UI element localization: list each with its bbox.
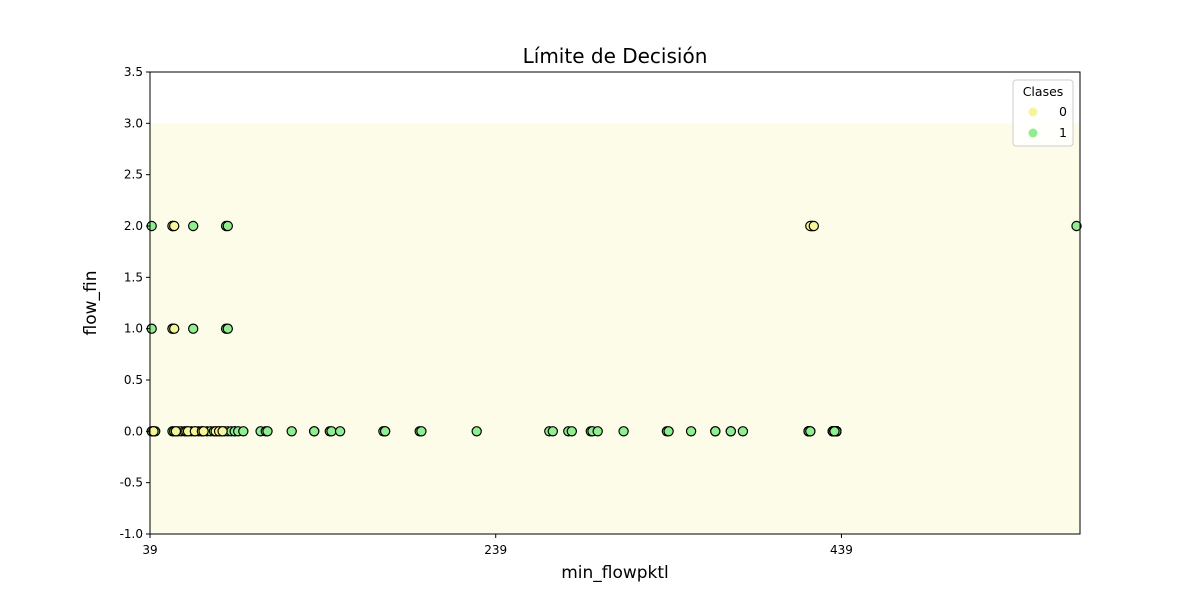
data-point-class-1	[710, 426, 721, 437]
legend-marker-class-1	[1028, 128, 1038, 138]
data-point-class-0	[808, 220, 820, 232]
y-tick-label: -0.5	[120, 476, 143, 490]
y-tick-label: 1.5	[124, 270, 143, 284]
data-point-class-1	[566, 426, 578, 437]
data-point-class-0	[217, 426, 228, 437]
data-point-class-1	[262, 426, 273, 437]
data-point-class-1	[547, 426, 559, 437]
data-point-class-1	[326, 426, 337, 437]
y-tick-label: 2.5	[124, 168, 143, 182]
data-point-class-1	[187, 220, 199, 232]
legend-title: Clases	[1023, 84, 1064, 99]
decision-region-layer	[150, 123, 1080, 534]
x-axis-ticks: 39 239 439	[142, 534, 853, 557]
legend-box	[1012, 79, 1074, 147]
data-point-class-1	[238, 426, 249, 437]
data-point-class-1	[286, 426, 297, 437]
y-tick-label: 1.0	[124, 322, 143, 336]
data-point-class-1	[416, 426, 427, 437]
x-axis-label: min_flowpktl	[561, 563, 669, 583]
legend-entry-1: 1	[1059, 125, 1067, 140]
y-tick-label: -1.0	[120, 527, 143, 541]
x-tick-label: 439	[830, 543, 853, 557]
legend: Clases 0 1	[1012, 79, 1074, 147]
y-tick-label: 3.0	[124, 116, 143, 130]
decision-region	[150, 123, 1080, 534]
data-point-class-1	[379, 426, 391, 437]
chart-title: Límite de Decisión	[523, 44, 708, 68]
y-tick-label: 2.0	[124, 219, 143, 233]
data-point-class-1	[829, 426, 840, 437]
data-point-class-1	[222, 220, 233, 232]
data-point-class-1	[725, 426, 737, 437]
data-point-class-1	[737, 426, 749, 437]
data-point-class-1	[1071, 220, 1082, 232]
y-tick-label: 3.5	[124, 65, 143, 79]
y-tick-label: 0.0	[124, 424, 143, 438]
data-point-class-0	[168, 220, 180, 232]
data-point-class-1	[309, 426, 320, 437]
data-point-class-1	[334, 426, 346, 437]
data-point-class-1	[618, 426, 629, 437]
y-axis-label: flow_fin	[81, 271, 101, 336]
data-point-class-0	[170, 426, 182, 437]
legend-entry-0: 0	[1059, 104, 1067, 119]
data-point-class-1	[471, 426, 482, 437]
data-point-class-0	[198, 426, 209, 437]
data-point-class-1	[222, 323, 233, 334]
data-point-class-1	[685, 426, 697, 437]
y-axis-ticks: -1.0 -0.5 0.0 0.5 1.0 1.5 2.0 2.5 3.0 3.5	[120, 65, 150, 541]
x-tick-label: 239	[484, 543, 507, 557]
legend-marker-class-0	[1028, 107, 1038, 117]
points-layer	[146, 220, 1082, 437]
data-point-class-1	[805, 426, 816, 437]
x-tick-label: 39	[142, 543, 157, 557]
data-point-class-1	[663, 426, 674, 437]
data-point-class-1	[187, 323, 199, 334]
data-point-class-0	[168, 323, 180, 334]
plot-frame	[149, 71, 1081, 535]
y-tick-label: 0.5	[124, 373, 143, 387]
data-point-class-1	[592, 426, 603, 437]
